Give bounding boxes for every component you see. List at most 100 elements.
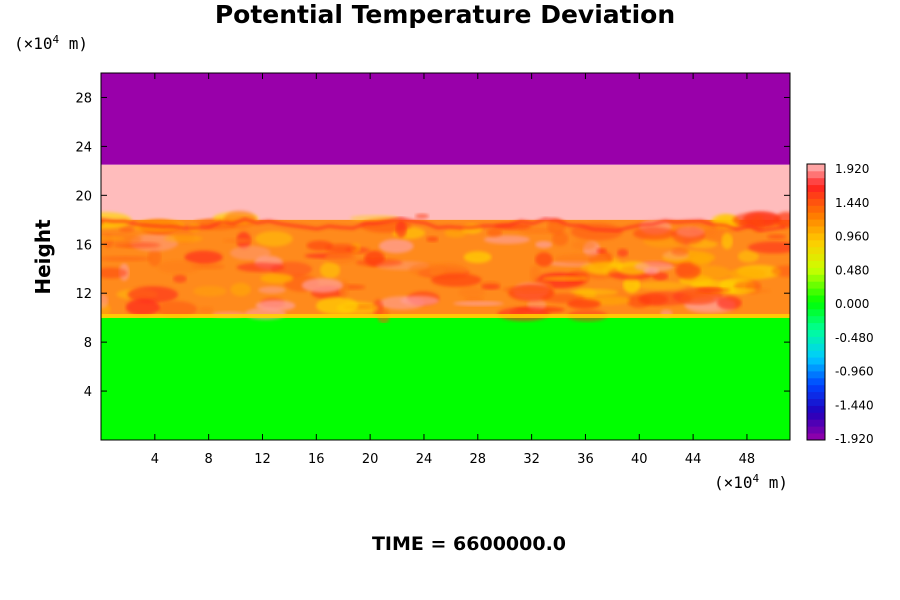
- texture-blob: [721, 232, 733, 250]
- texture-blob: [679, 293, 715, 304]
- colorbar-band: [807, 350, 825, 358]
- y-axis-label: Height: [31, 219, 55, 295]
- texture-blob: [581, 261, 623, 274]
- colorbar-band: [807, 253, 825, 261]
- texture-blob: [572, 240, 596, 250]
- texture-blob: [125, 298, 160, 316]
- colorbar-band: [807, 308, 825, 317]
- y-tick-label: 12: [75, 287, 92, 302]
- texture-blob: [395, 220, 407, 238]
- texture-blob: [554, 253, 608, 264]
- x-tick-label: 48: [739, 452, 756, 467]
- texture-blob: [634, 281, 687, 290]
- colorbar-tick-label: 1.920: [835, 162, 869, 176]
- turbulent-top-edge: [101, 216, 786, 233]
- texture-blob: [535, 241, 553, 249]
- colorbar-band: [807, 377, 825, 386]
- colorbar-band: [807, 198, 825, 206]
- colorbar-band: [807, 336, 825, 344]
- x-tick-label: 28: [470, 452, 487, 467]
- texture-blob: [671, 248, 689, 256]
- texture-blob: [697, 288, 731, 293]
- colorbar-band: [807, 246, 825, 255]
- colorbar-tick-label: 1.440: [835, 196, 869, 210]
- colorbar-band: [807, 419, 825, 427]
- y-tick-label: 28: [75, 91, 92, 106]
- colorbar-band: [807, 426, 825, 434]
- texture-blob: [378, 239, 414, 254]
- colorbar-band: [807, 212, 825, 220]
- texture-blob: [444, 228, 467, 238]
- texture-blob: [596, 248, 607, 253]
- chart-title: Potential Temperature Deviation: [215, 0, 675, 29]
- texture-blob: [486, 228, 503, 237]
- colorbar-band: [807, 295, 825, 303]
- colorbar-band: [807, 357, 825, 365]
- texture-blob: [729, 267, 766, 280]
- texture-blob: [400, 295, 439, 306]
- colorbar-band: [807, 239, 825, 248]
- plot-frame: [100, 72, 791, 441]
- colorbar-band: [807, 260, 825, 268]
- colorbar-band: [807, 384, 825, 393]
- colorbar-band: [807, 184, 825, 192]
- x-tick-label: 8: [205, 452, 213, 467]
- colorbar-band: [807, 219, 825, 227]
- colorbar-band: [807, 391, 825, 399]
- texture-blob: [774, 211, 790, 228]
- texture-blob: [426, 236, 439, 242]
- colorbar-labels: 1.920 1.440 0.960 0.480 0.000 -0.480 -0.960 -1.…: [835, 162, 874, 446]
- texture-blob: [223, 238, 252, 243]
- texture-blob: [691, 254, 711, 268]
- texture-blob: [483, 235, 530, 245]
- texture-blob: [481, 284, 501, 290]
- texture-blob: [336, 301, 378, 315]
- colorbar-band: [807, 315, 825, 324]
- colorbar-band: [807, 288, 825, 296]
- x-tick-label: 32: [523, 452, 540, 467]
- texture-blob: [157, 260, 201, 274]
- texture-blob: [409, 263, 446, 276]
- texture-blob: [643, 267, 660, 275]
- colorbar-band: [807, 329, 825, 337]
- texture-blob: [717, 296, 742, 310]
- texture-blob: [638, 293, 668, 306]
- texture-blob: [675, 262, 701, 280]
- region-lower-layer: [101, 317, 790, 440]
- x-tick-label: 44: [685, 452, 702, 467]
- texture-blob: [567, 299, 601, 309]
- colorbar-tick-label: -0.960: [835, 365, 874, 379]
- region-inversion-layer: [101, 164, 790, 220]
- colorbar-band: [807, 177, 825, 186]
- colorbar-band: [807, 281, 825, 289]
- texture-blob: [147, 248, 162, 267]
- colorbar-band: [807, 274, 825, 282]
- colorbar-band: [807, 233, 825, 241]
- texture-blob: [748, 241, 790, 254]
- colorbar-band: [807, 226, 825, 234]
- colorbar-band: [807, 405, 825, 413]
- texture-blob: [194, 218, 221, 225]
- texture-blob: [355, 258, 403, 267]
- colorbar-band: [807, 170, 825, 179]
- texture-blob: [623, 276, 641, 294]
- colorbar-band: [807, 343, 825, 351]
- colorbar-band: [807, 412, 825, 420]
- texture-blob: [184, 250, 223, 264]
- texture-blob: [415, 213, 429, 219]
- colorbar-band: [807, 205, 825, 213]
- y-tick-label: 20: [75, 189, 92, 204]
- texture-blob: [771, 265, 790, 277]
- colorbar-band: [807, 371, 825, 379]
- texture-blob: [535, 252, 553, 267]
- colorbar-band: [807, 398, 825, 406]
- texture-blob: [198, 306, 214, 314]
- x-tick-label: 12: [254, 452, 271, 467]
- x-tick-label: 36: [577, 452, 594, 467]
- texture-blob: [766, 234, 787, 239]
- region-upper-layer: [101, 73, 790, 165]
- colorbar-band: [807, 164, 825, 172]
- x-tick-label: 40: [631, 452, 648, 467]
- texture-blob: [325, 243, 357, 253]
